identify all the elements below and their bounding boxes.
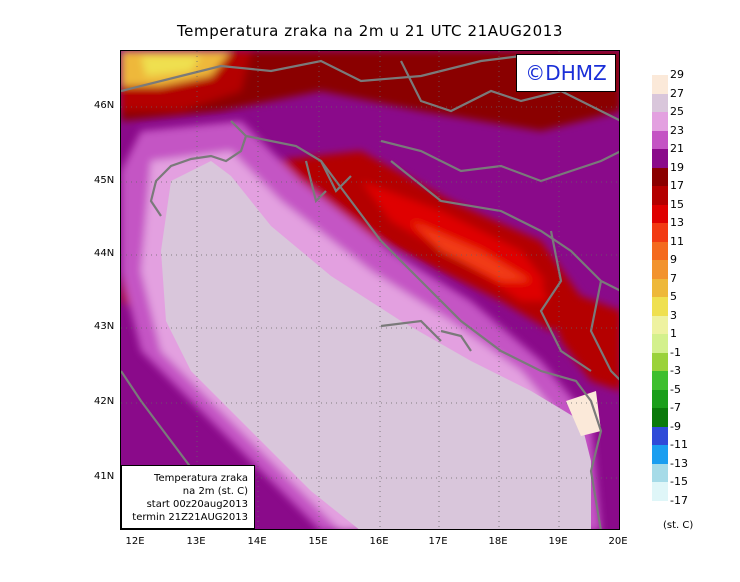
legend-label: 23	[670, 123, 684, 137]
legend-swatch	[652, 463, 668, 483]
legend-label: 21	[670, 142, 684, 155]
legend-swatch	[652, 223, 668, 242]
legend-label: -9	[670, 419, 681, 433]
lon-label: 18E	[488, 536, 508, 547]
map-title: Temperatura zraka na 2m u 21 UTC 21AUG20…	[176, 22, 564, 40]
temperature-map	[120, 50, 620, 530]
legend-label: 3	[670, 308, 677, 322]
legend-swatch	[652, 204, 668, 224]
lat-label: 45N	[94, 175, 115, 186]
lon-label: 19E	[548, 536, 568, 547]
info-line: termin 21Z21AUG2013	[132, 512, 248, 523]
legend-swatch	[652, 167, 668, 187]
legend-swatch	[652, 149, 668, 168]
map-svg	[121, 51, 619, 529]
legend-swatch	[652, 445, 668, 464]
graticule	[121, 51, 619, 529]
legend-label: 7	[670, 271, 677, 285]
legend-swatch	[652, 482, 668, 501]
legend-label: -5	[670, 382, 681, 396]
dhmz-logo: ©DHMZ	[516, 54, 616, 92]
legend-label: 15	[670, 197, 684, 211]
legend-swatch	[652, 334, 668, 353]
legend-label: 9	[670, 253, 677, 266]
legend-swatch	[652, 352, 668, 372]
legend-swatch	[652, 297, 668, 316]
lon-label: 14E	[247, 536, 267, 547]
lon-label: 16E	[369, 536, 389, 547]
legend-label: -17	[670, 493, 688, 507]
lat-label: 42N	[94, 396, 115, 407]
legend-label: 17	[670, 179, 684, 192]
legend-swatch	[652, 371, 668, 390]
legend-swatch	[652, 75, 668, 94]
legend-swatch	[652, 93, 668, 113]
legend-label: 5	[670, 290, 677, 303]
legend-swatch	[652, 112, 668, 131]
lat-label: 44N	[94, 248, 115, 259]
legend-swatch	[652, 426, 668, 446]
info-box: Temperatura zraka na 2m (st. C) start 00…	[121, 465, 255, 529]
legend-label: 1	[670, 327, 677, 340]
legend-label: -15	[670, 475, 688, 488]
lat-label: 41N	[94, 471, 115, 482]
lon-label: 17E	[428, 536, 448, 547]
legend-label: 19	[670, 160, 684, 174]
lat-label: 46N	[94, 100, 115, 111]
legend-label: -3	[670, 364, 681, 377]
lat-label: 43N	[94, 321, 115, 332]
lon-label: 13E	[186, 536, 206, 547]
legend-label: 13	[670, 216, 684, 229]
legend-swatch	[652, 186, 668, 205]
info-line: Temperatura zraka	[154, 473, 248, 484]
adriatic-sea	[161, 161, 591, 529]
legend-label: 29	[670, 68, 684, 81]
legend-label: 27	[670, 86, 684, 100]
legend-label: 25	[670, 105, 684, 118]
info-line: start 00z20aug2013	[146, 499, 248, 510]
legend-units: (st. C)	[663, 520, 694, 531]
legend-swatch	[652, 408, 668, 427]
legend-label: 11	[670, 234, 684, 248]
legend-swatch	[652, 241, 668, 261]
legend-swatch	[652, 389, 668, 409]
legend-label: -11	[670, 438, 688, 451]
lon-label: 15E	[308, 536, 328, 547]
coastlines	[121, 54, 619, 529]
legend-label: -13	[670, 456, 688, 470]
legend-label: -7	[670, 401, 681, 414]
legend-label: -1	[670, 345, 681, 359]
legend-swatch	[652, 278, 668, 298]
lon-label: 20E	[608, 536, 628, 547]
legend-swatch	[652, 130, 668, 150]
legend-swatch	[652, 260, 668, 279]
info-line: na 2m (st. C)	[182, 486, 248, 497]
lon-label: 12E	[125, 536, 145, 547]
legend-swatch	[652, 315, 668, 335]
